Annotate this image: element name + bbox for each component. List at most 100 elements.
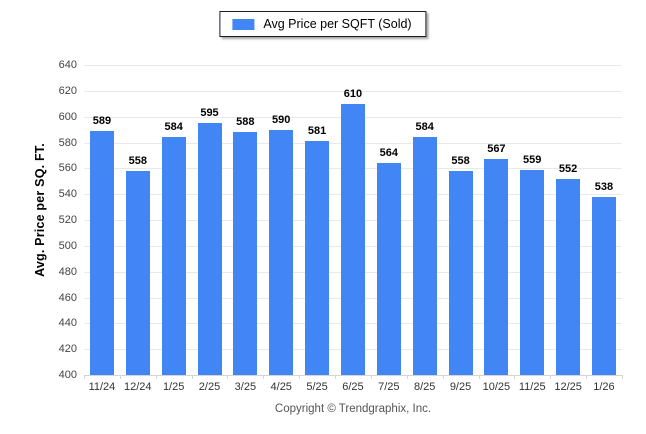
bar-cell: 564	[371, 65, 407, 375]
bar-cell: 584	[156, 65, 192, 375]
bar: 584	[412, 121, 437, 375]
x-tick-mark	[191, 375, 193, 379]
bar-value-label: 558	[128, 154, 147, 167]
bar-value-label: 590	[272, 113, 291, 126]
x-tick-label: 8/25	[413, 381, 436, 393]
bar-value-label: 581	[307, 125, 327, 138]
bars-layer: 589 558 584 595 588 590 581 610 564 584 558 567 559 5…	[84, 65, 622, 375]
bar-value-label: 552	[558, 162, 578, 175]
bar-cell: 589	[84, 65, 120, 375]
bar-cell: 588	[227, 65, 263, 375]
x-tick-label: 1/25	[162, 381, 185, 393]
y-tick-label: 560	[58, 162, 77, 175]
bar: 581	[305, 125, 330, 375]
bar-cell: 559	[514, 65, 550, 375]
x-tick-label: 3/25	[234, 381, 257, 393]
y-tick-label: 420	[58, 343, 77, 356]
plot-area: 589 558 584 595 588 590 581 610 564 584 558 567 559 5…	[84, 65, 622, 376]
bar: 558	[448, 155, 473, 375]
bar-cell: 567	[478, 65, 514, 375]
legend-label: Avg Price per SQFT (Sold)	[263, 17, 412, 31]
x-tick-mark	[442, 375, 444, 379]
bar: 538	[591, 181, 616, 375]
bar-value-label: 610	[343, 87, 363, 100]
bar-value-label: 558	[451, 154, 470, 167]
x-tick-mark	[84, 375, 85, 379]
x-tick-mark	[622, 375, 623, 379]
bar-cell: 538	[586, 65, 622, 375]
bar-value-label: 564	[379, 147, 398, 160]
bar-value-label: 595	[200, 107, 219, 120]
x-tick-label: 10/25	[482, 381, 511, 393]
bar: 588	[233, 116, 258, 375]
bar-cell: 558	[443, 65, 479, 375]
bar: 595	[197, 107, 222, 375]
bar-value-label: 538	[594, 180, 614, 193]
bar-cell: 584	[407, 65, 443, 375]
x-tick-mark	[586, 375, 588, 379]
x-tick-mark	[514, 375, 516, 379]
gridline	[84, 65, 622, 66]
x-tick-mark	[370, 375, 372, 379]
bar-value-label: 584	[415, 121, 434, 134]
bar: 558	[125, 155, 150, 375]
bar-cell: 595	[192, 65, 228, 375]
gridline	[84, 90, 622, 92]
bar-cell: 552	[550, 65, 586, 375]
y-tick-label: 440	[58, 317, 77, 330]
y-tick-label: 620	[58, 84, 77, 97]
x-tick-mark	[550, 375, 552, 379]
legend-box: Avg Price per SQFT (Sold)	[219, 11, 427, 37]
bar: 610	[340, 88, 365, 375]
y-tick-label: 460	[58, 291, 77, 304]
x-tick-label: 7/25	[378, 381, 400, 393]
y-tick-label: 480	[58, 265, 77, 278]
bar: 567	[484, 143, 509, 375]
bar-cell: 610	[335, 65, 371, 375]
x-tick-label: 2/25	[198, 381, 221, 393]
x-tick-label: 1/26	[593, 381, 615, 393]
x-tick-label: 5/25	[306, 381, 328, 393]
x-tick-mark	[335, 375, 337, 379]
y-tick-label: 400	[58, 369, 77, 381]
x-ticks-layer	[84, 375, 623, 380]
y-axis-labels: 400 420 440 460 480 500 520 540 560 580 600 620 640	[0, 59, 77, 381]
bar-value-label: 588	[236, 116, 255, 129]
bar: 552	[556, 163, 581, 375]
bar: 559	[520, 154, 545, 375]
y-tick-label: 640	[58, 59, 77, 71]
legend-swatch-icon	[232, 18, 255, 30]
x-tick-label: 11/24	[88, 381, 116, 393]
x-tick-mark	[119, 375, 121, 379]
bar-value-label: 589	[92, 114, 112, 127]
bar-value-label: 584	[164, 121, 183, 134]
x-tick-label: 6/25	[342, 381, 364, 393]
x-tick-mark	[478, 375, 480, 379]
x-tick-label: 12/25	[554, 381, 582, 393]
bar: 589	[89, 115, 114, 375]
bar-cell: 590	[263, 65, 299, 375]
y-tick-label: 540	[58, 188, 77, 201]
x-tick-label: 12/24	[124, 381, 152, 393]
x-tick-mark	[227, 375, 229, 379]
x-tick-mark	[406, 375, 408, 379]
gridline	[84, 375, 622, 376]
y-tick-label: 580	[58, 136, 77, 149]
bar-cell: 581	[299, 65, 335, 375]
x-tick-mark	[263, 375, 265, 379]
y-tick-label: 500	[58, 239, 77, 252]
y-tick-label: 600	[58, 110, 77, 123]
bar: 584	[161, 121, 186, 375]
x-tick-label: 11/25	[518, 381, 546, 393]
y-tick-label: 520	[58, 214, 77, 226]
x-tick-label: 4/25	[270, 381, 292, 393]
bar: 564	[376, 147, 401, 375]
bar-value-label: 559	[523, 153, 542, 166]
x-tick-mark	[299, 375, 301, 379]
bar-value-label: 567	[487, 143, 506, 156]
bar-cell: 558	[120, 65, 156, 375]
x-tick-label: 9/25	[449, 381, 472, 393]
copyright-text: Copyright © Trendgraphix, Inc.	[274, 403, 432, 415]
x-tick-mark	[155, 375, 157, 379]
